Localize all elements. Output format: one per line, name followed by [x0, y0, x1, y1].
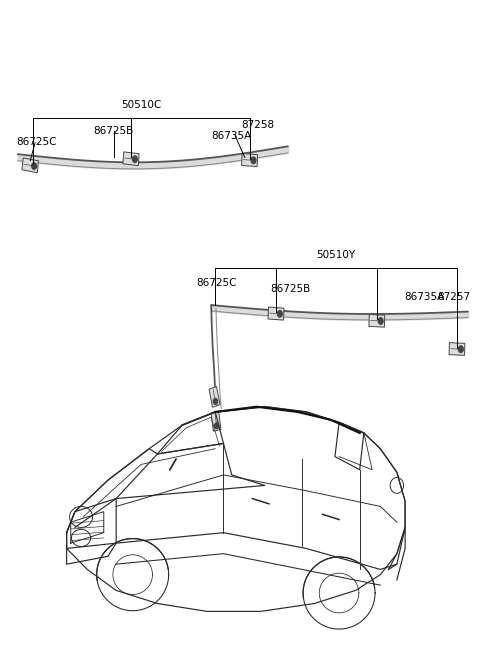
- Circle shape: [458, 346, 463, 352]
- Circle shape: [32, 163, 36, 169]
- Circle shape: [215, 423, 219, 428]
- Text: 87258: 87258: [241, 119, 275, 130]
- Circle shape: [251, 157, 256, 163]
- Polygon shape: [209, 386, 220, 407]
- Text: 86735A: 86735A: [211, 131, 252, 141]
- Text: 50510Y: 50510Y: [316, 251, 356, 260]
- Text: 87257: 87257: [437, 291, 470, 302]
- Text: 86725B: 86725B: [94, 126, 134, 136]
- Polygon shape: [268, 307, 284, 320]
- Circle shape: [277, 310, 282, 317]
- Circle shape: [132, 156, 137, 163]
- Polygon shape: [22, 158, 38, 173]
- Polygon shape: [241, 154, 258, 167]
- Polygon shape: [449, 342, 465, 356]
- Circle shape: [213, 399, 217, 404]
- Text: 50510C: 50510C: [121, 100, 161, 110]
- Text: 86725C: 86725C: [196, 278, 236, 289]
- Text: 86735A: 86735A: [405, 291, 445, 302]
- Circle shape: [378, 318, 383, 324]
- Polygon shape: [211, 411, 221, 431]
- Text: 86725B: 86725B: [270, 283, 310, 294]
- Polygon shape: [123, 152, 139, 165]
- Text: 86725C: 86725C: [16, 136, 57, 147]
- Polygon shape: [369, 314, 384, 327]
